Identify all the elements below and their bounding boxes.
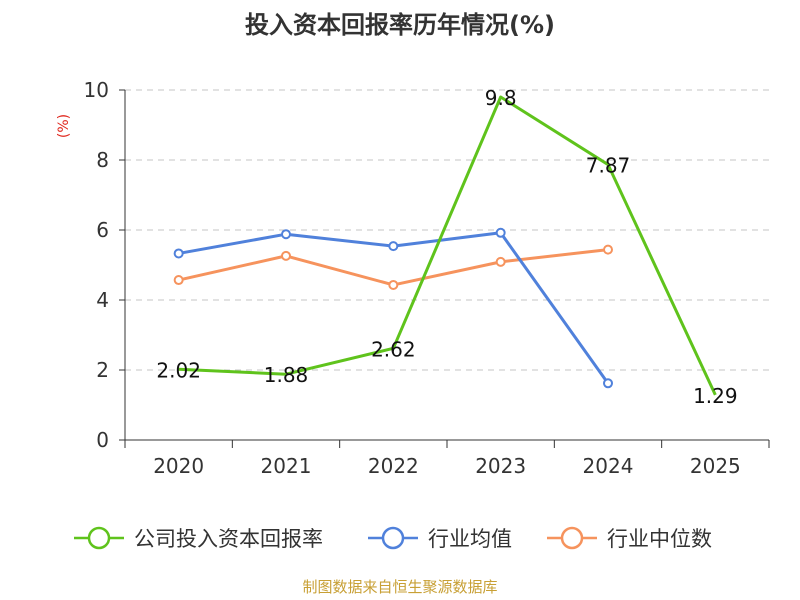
x-tick-label: 2024 bbox=[583, 454, 634, 478]
series-point-1 bbox=[603, 378, 613, 389]
series-point-2 bbox=[388, 279, 399, 290]
x-tick-label: 2025 bbox=[690, 454, 741, 478]
gridlines bbox=[125, 89, 769, 371]
legend-label-1: 行业均值 bbox=[428, 527, 512, 551]
series-point-2 bbox=[603, 244, 613, 255]
legend-marker-2 bbox=[560, 526, 584, 550]
data-label: 9.8 bbox=[485, 86, 517, 110]
series-point-1 bbox=[173, 248, 184, 259]
legend-label-2: 行业中位数 bbox=[607, 527, 712, 551]
y-tick-label: 2 bbox=[96, 358, 109, 382]
series-line-2 bbox=[178, 248, 609, 287]
legend-marker-1 bbox=[381, 526, 405, 550]
series-layer bbox=[173, 95, 717, 396]
series-point-1 bbox=[281, 229, 291, 240]
data-label: 2.62 bbox=[371, 337, 416, 361]
legend: 公司投入资本回报率 行业均值 行业中位数 bbox=[74, 526, 712, 551]
x-tick-label: 2022 bbox=[368, 454, 419, 478]
y-tick-label: 8 bbox=[96, 148, 109, 172]
series-point-1 bbox=[495, 227, 506, 238]
data-label: 2.02 bbox=[156, 358, 201, 382]
y-tick-label: 0 bbox=[96, 428, 109, 452]
y-tick-label: 10 bbox=[84, 78, 109, 102]
x-tick-label: 2020 bbox=[153, 454, 204, 478]
series-line-0 bbox=[178, 95, 717, 396]
y-tick-label: 6 bbox=[96, 218, 109, 242]
x-tick-label: 2023 bbox=[475, 454, 526, 478]
y-tick-label: 4 bbox=[96, 288, 109, 312]
chart-title: 投入资本回报率历年情况(%) bbox=[245, 11, 555, 39]
legend-marker-0 bbox=[87, 526, 111, 550]
data-labels: 2.02 1.88 2.62 9.8 7.87 1.29 bbox=[156, 86, 737, 408]
x-tick-label: 2021 bbox=[261, 454, 312, 478]
source-note: 制图数据来自恒生聚源数据库 bbox=[302, 578, 497, 596]
data-label: 7.87 bbox=[586, 154, 631, 178]
series-point-1 bbox=[388, 241, 399, 252]
series-point-2 bbox=[281, 250, 291, 261]
data-label: 1.29 bbox=[693, 384, 738, 408]
y-axis-label: (%) bbox=[56, 114, 72, 138]
legend-label-0: 公司投入资本回报率 bbox=[134, 527, 323, 551]
series-point-2 bbox=[173, 275, 184, 286]
data-label: 1.88 bbox=[264, 363, 309, 387]
axes: 0 2 4 6 8 10 2020 2021 2022 2023 2024 2025 bbox=[84, 78, 770, 478]
series-point-2 bbox=[495, 256, 506, 267]
